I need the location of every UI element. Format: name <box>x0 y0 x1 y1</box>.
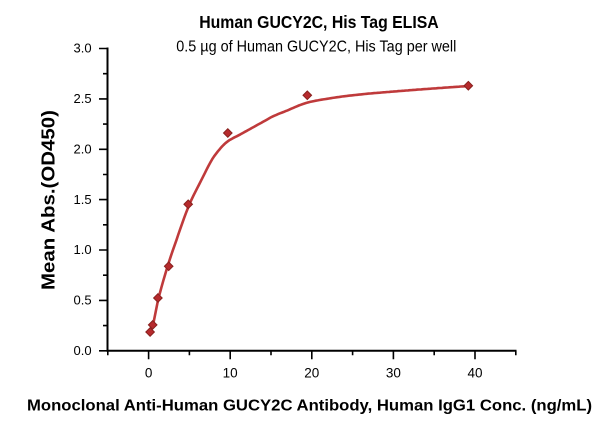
svg-text:2.5: 2.5 <box>74 91 92 106</box>
svg-text:30: 30 <box>386 366 401 381</box>
svg-text:0.5 µg of Human GUCY2C, His Ta: 0.5 µg of Human GUCY2C, His Tag per well <box>176 39 456 56</box>
svg-text:10: 10 <box>223 366 238 381</box>
svg-text:Human GUCY2C, His Tag ELISA: Human GUCY2C, His Tag ELISA <box>199 12 439 32</box>
svg-text:Mean Abs.(OD450): Mean Abs.(OD450) <box>39 110 59 290</box>
svg-text:0.5: 0.5 <box>74 293 92 308</box>
svg-text:0.0: 0.0 <box>74 343 92 358</box>
svg-text:20: 20 <box>304 366 319 381</box>
svg-text:1.5: 1.5 <box>74 192 92 207</box>
svg-text:Monoclonal Anti-Human GUCY2C A: Monoclonal Anti-Human GUCY2C Antibody, H… <box>27 397 592 414</box>
svg-text:1.0: 1.0 <box>74 242 92 257</box>
svg-text:2.0: 2.0 <box>74 142 92 157</box>
svg-text:3.0: 3.0 <box>74 41 92 56</box>
svg-text:0: 0 <box>145 366 153 381</box>
svg-text:40: 40 <box>467 366 482 381</box>
